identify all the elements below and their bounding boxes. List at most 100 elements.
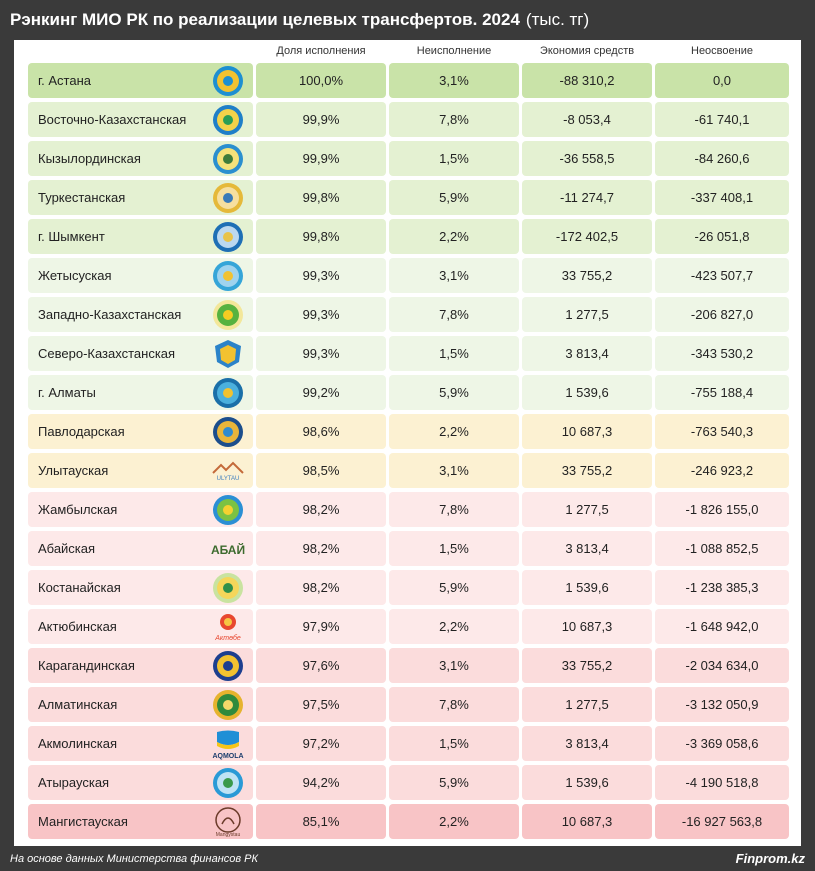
table-row: Западно-Казахстанская 99,3% 7,8% 1 277,5 -20… (14, 297, 801, 332)
share-value: 99,3% (256, 297, 386, 332)
region-cell: Жамбылская (28, 492, 253, 527)
region-name: Павлодарская (38, 424, 125, 439)
region-cell: Жетысуская (28, 258, 253, 293)
region-name: Костанайская (38, 580, 121, 595)
source-note: На основе данных Министерства финансов Р… (10, 852, 258, 865)
pavlodar-emblem-icon (211, 415, 245, 449)
share-value: 97,5% (256, 687, 386, 722)
akmola-emblem-icon: AQMOLA (211, 727, 245, 761)
share-value: 98,6% (256, 414, 386, 449)
unused-value: 0,0 (655, 63, 789, 98)
mangystau-emblem-icon: Mangystau (211, 805, 245, 839)
table-row: Восточно-Казахстанская 99,9% 7,8% -8 053,4-… (14, 102, 801, 137)
savings-value: -172 402,5 (522, 219, 652, 254)
region-cell: г. Астана (28, 63, 253, 98)
unused-value: -2 034 634,0 (655, 648, 789, 683)
savings-value: -36 558,5 (522, 141, 652, 176)
region-cell: Улытауская ULYTAU (28, 453, 253, 488)
savings-value: -88 310,2 (522, 63, 652, 98)
column-header-share: Доля исполнения (276, 45, 366, 57)
header-bar: Рэнкинг МИО РК по реализации целевых тра… (0, 0, 815, 40)
column-headers: Доля исполнения Неисполнение Экономия ср… (14, 40, 801, 62)
nonexec-value: 2,2% (389, 219, 519, 254)
column-header-nonexec: Неисполнение (416, 45, 492, 57)
nonexec-value: 1,5% (389, 141, 519, 176)
region-name: Атырауская (38, 775, 110, 790)
share-value: 99,9% (256, 141, 386, 176)
region-cell: Алматинская (28, 687, 253, 722)
share-value: 99,8% (256, 219, 386, 254)
savings-value: 33 755,2 (522, 648, 652, 683)
region-name: Мангистауская (38, 814, 128, 829)
region-cell: Костанайская (28, 570, 253, 605)
unused-value: -3 369 058,6 (655, 726, 789, 761)
table-row: Павлодарская 98,6% 2,2% 10 687,3 -763 540,3 (14, 414, 801, 449)
savings-value: 1 277,5 (522, 492, 652, 527)
region-cell: г. Алматы (28, 375, 253, 410)
zko-emblem-icon (211, 298, 245, 332)
unused-value: -1 648 942,0 (655, 609, 789, 644)
region-cell: г. Шымкент (28, 219, 253, 254)
footer-bar: На основе данных Министерства финансов Р… (0, 846, 815, 871)
nonexec-value: 3,1% (389, 63, 519, 98)
savings-value: 33 755,2 (522, 453, 652, 488)
unused-value: -3 132 050,9 (655, 687, 789, 722)
unused-value: -1 088 852,5 (655, 531, 789, 566)
unused-value: -763 540,3 (655, 414, 789, 449)
ulytau-logo-text: ULYTAU (217, 476, 240, 481)
nonexec-value: 5,9% (389, 570, 519, 605)
nonexec-value: 7,8% (389, 102, 519, 137)
nonexec-value: 7,8% (389, 492, 519, 527)
region-cell: Акмолинская AQMOLA (28, 726, 253, 761)
astana-emblem-icon (211, 64, 245, 98)
share-value: 85,1% (256, 804, 386, 839)
brand-logo-text: Finprom.kz (735, 851, 805, 866)
table-row: Кызылординская 99,9% 1,5% -36 558,5 -84 260,… (14, 141, 801, 176)
unused-value: -16 927 563,8 (655, 804, 789, 839)
share-value: 94,2% (256, 765, 386, 800)
unused-value: -26 051,8 (655, 219, 789, 254)
table-row: Актюбинская Aктөбе 97,9% 2,2% 10 687,3 -1 648… (14, 609, 801, 644)
unused-value: -84 260,6 (655, 141, 789, 176)
region-cell: Павлодарская (28, 414, 253, 449)
unused-value: -246 923,2 (655, 453, 789, 488)
turkestan-emblem-icon (211, 181, 245, 215)
region-name: г. Шымкент (38, 229, 105, 244)
nonexec-value: 5,9% (389, 765, 519, 800)
aktobe-logo-text: Aктөбе (214, 634, 241, 642)
ulytau-emblem-icon: ULYTAU (211, 454, 245, 488)
region-name: Кызылординская (38, 151, 141, 166)
region-name: Северо-Казахстанская (38, 346, 176, 361)
share-value: 97,9% (256, 609, 386, 644)
nonexec-value: 1,5% (389, 726, 519, 761)
savings-value: 1 277,5 (522, 297, 652, 332)
region-cell: Актюбинская Aктөбе (28, 609, 253, 644)
share-value: 99,3% (256, 258, 386, 293)
nonexec-value: 3,1% (389, 258, 519, 293)
unused-value: -61 740,1 (655, 102, 789, 137)
region-name: г. Астана (38, 73, 91, 88)
zhetysu-emblem-icon (211, 259, 245, 293)
savings-value: -8 053,4 (522, 102, 652, 137)
region-name: Карагандинская (38, 658, 135, 673)
region-cell: Кызылординская (28, 141, 253, 176)
mangystau-logo-text: Mangystau (216, 832, 241, 838)
unused-value: -206 827,0 (655, 297, 789, 332)
almaty-city-emblem-icon (211, 376, 245, 410)
share-value: 98,2% (256, 492, 386, 527)
karaganda-emblem-icon (211, 649, 245, 683)
region-cell: Абайская AБАЙ (28, 531, 253, 566)
region-name: г. Алматы (38, 385, 96, 400)
aktobe-emblem-icon: Aктөбе (211, 610, 245, 644)
region-cell: Восточно-Казахстанская (28, 102, 253, 137)
region-name: Улытауская (38, 463, 109, 478)
almaty-region-emblem-icon (211, 688, 245, 722)
region-cell: Карагандинская (28, 648, 253, 683)
table-row: Жетысуская 99,3% 3,1% 33 755,2 -423 507,7 (14, 258, 801, 293)
table-row: Атырауская 94,2% 5,9% 1 539,6 -4 190 518,8 (14, 765, 801, 800)
savings-value: 10 687,3 (522, 414, 652, 449)
share-value: 98,2% (256, 570, 386, 605)
kyzylorda-emblem-icon (211, 142, 245, 176)
table-row: Туркестанская 99,8% 5,9% -11 274,7 -337 408,… (14, 180, 801, 215)
akmola-logo-text: AQMOLA (212, 753, 243, 760)
